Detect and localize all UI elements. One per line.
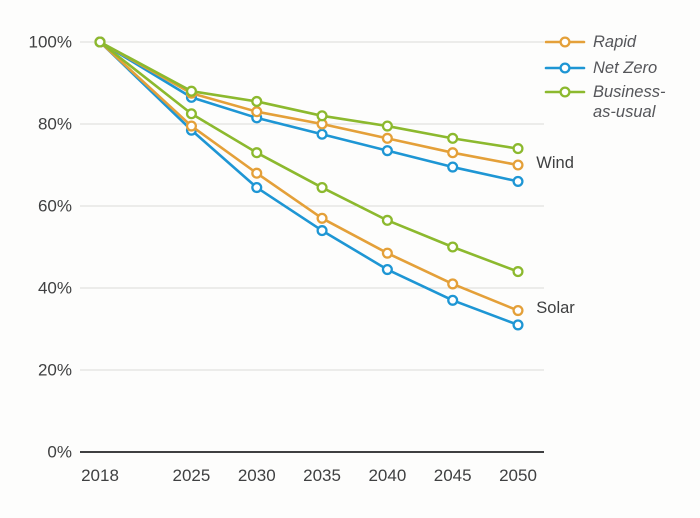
series-line-wind-business-as-usual <box>98 40 520 150</box>
legend-swatch-marker-business-as-usual <box>559 86 571 98</box>
data-point-marker-solar-business-as-usual <box>185 108 197 120</box>
data-point-marker-wind-business-as-usual <box>185 85 197 97</box>
legend-label-rapid: Rapid <box>593 33 637 51</box>
data-point-marker-wind-business-as-usual <box>512 143 524 155</box>
annotation-wind: Wind <box>536 154 574 172</box>
data-point-marker-wind-business-as-usual <box>251 95 263 107</box>
data-point-marker-wind-net-zero <box>512 175 524 187</box>
data-point-marker-solar-net-zero <box>251 182 263 194</box>
x-tick-label: 2035 <box>303 466 341 485</box>
annotation-solar: Solar <box>536 299 575 317</box>
legend-swatch-marker-rapid <box>559 36 571 48</box>
data-point-marker-wind-rapid <box>251 106 263 118</box>
data-point-marker-solar-net-zero <box>447 294 459 306</box>
data-point-marker-solar-rapid <box>381 247 393 259</box>
data-point-marker-wind-net-zero <box>381 145 393 157</box>
legend-swatch-marker-net-zero <box>559 62 571 74</box>
data-point-marker-solar-business-as-usual <box>316 182 328 194</box>
data-point-marker-wind-net-zero <box>316 128 328 140</box>
legend-label-business-as-usual: Business- <box>593 83 666 101</box>
y-tick-label: 80% <box>38 115 72 134</box>
data-point-marker-solar-business-as-usual <box>94 36 106 48</box>
data-point-marker-wind-rapid <box>447 147 459 159</box>
data-point-marker-solar-rapid <box>185 120 197 132</box>
legend-label-business-as-usual: as-usual <box>593 103 657 121</box>
data-point-marker-solar-net-zero <box>381 263 393 276</box>
data-point-marker-wind-rapid <box>381 132 393 144</box>
y-tick-label: 20% <box>38 361 72 380</box>
series-line-solar-rapid <box>98 40 520 312</box>
data-point-marker-wind-net-zero <box>447 161 459 173</box>
x-tick-label: 2045 <box>434 466 472 485</box>
data-point-marker-solar-rapid <box>512 304 524 317</box>
x-tick-label: 2018 <box>81 466 119 485</box>
data-point-marker-solar-business-as-usual <box>447 241 459 253</box>
x-tick-label: 2025 <box>173 466 211 485</box>
x-tick-label: 2030 <box>238 466 276 485</box>
data-point-marker-solar-rapid <box>251 167 263 179</box>
legend-label-net-zero: Net Zero <box>593 59 657 77</box>
data-point-marker-wind-business-as-usual <box>447 132 459 144</box>
y-tick-label: 40% <box>38 279 72 298</box>
x-tick-label: 2050 <box>499 466 537 485</box>
x-tick-label: 2040 <box>368 466 406 485</box>
data-point-marker-wind-business-as-usual <box>316 110 328 122</box>
data-point-marker-solar-business-as-usual <box>381 214 393 226</box>
data-point-marker-solar-business-as-usual <box>251 147 263 159</box>
data-point-marker-wind-rapid <box>512 159 524 171</box>
data-point-marker-solar-business-as-usual <box>512 266 524 278</box>
data-point-marker-solar-net-zero <box>316 225 328 237</box>
data-point-marker-solar-rapid <box>316 212 328 224</box>
data-point-marker-wind-business-as-usual <box>381 120 393 132</box>
y-tick-label: 100% <box>29 33 72 52</box>
data-point-marker-solar-rapid <box>447 278 459 290</box>
y-tick-label: 60% <box>38 197 72 216</box>
data-point-marker-solar-net-zero <box>512 319 524 331</box>
y-tick-label: 0% <box>47 443 72 462</box>
